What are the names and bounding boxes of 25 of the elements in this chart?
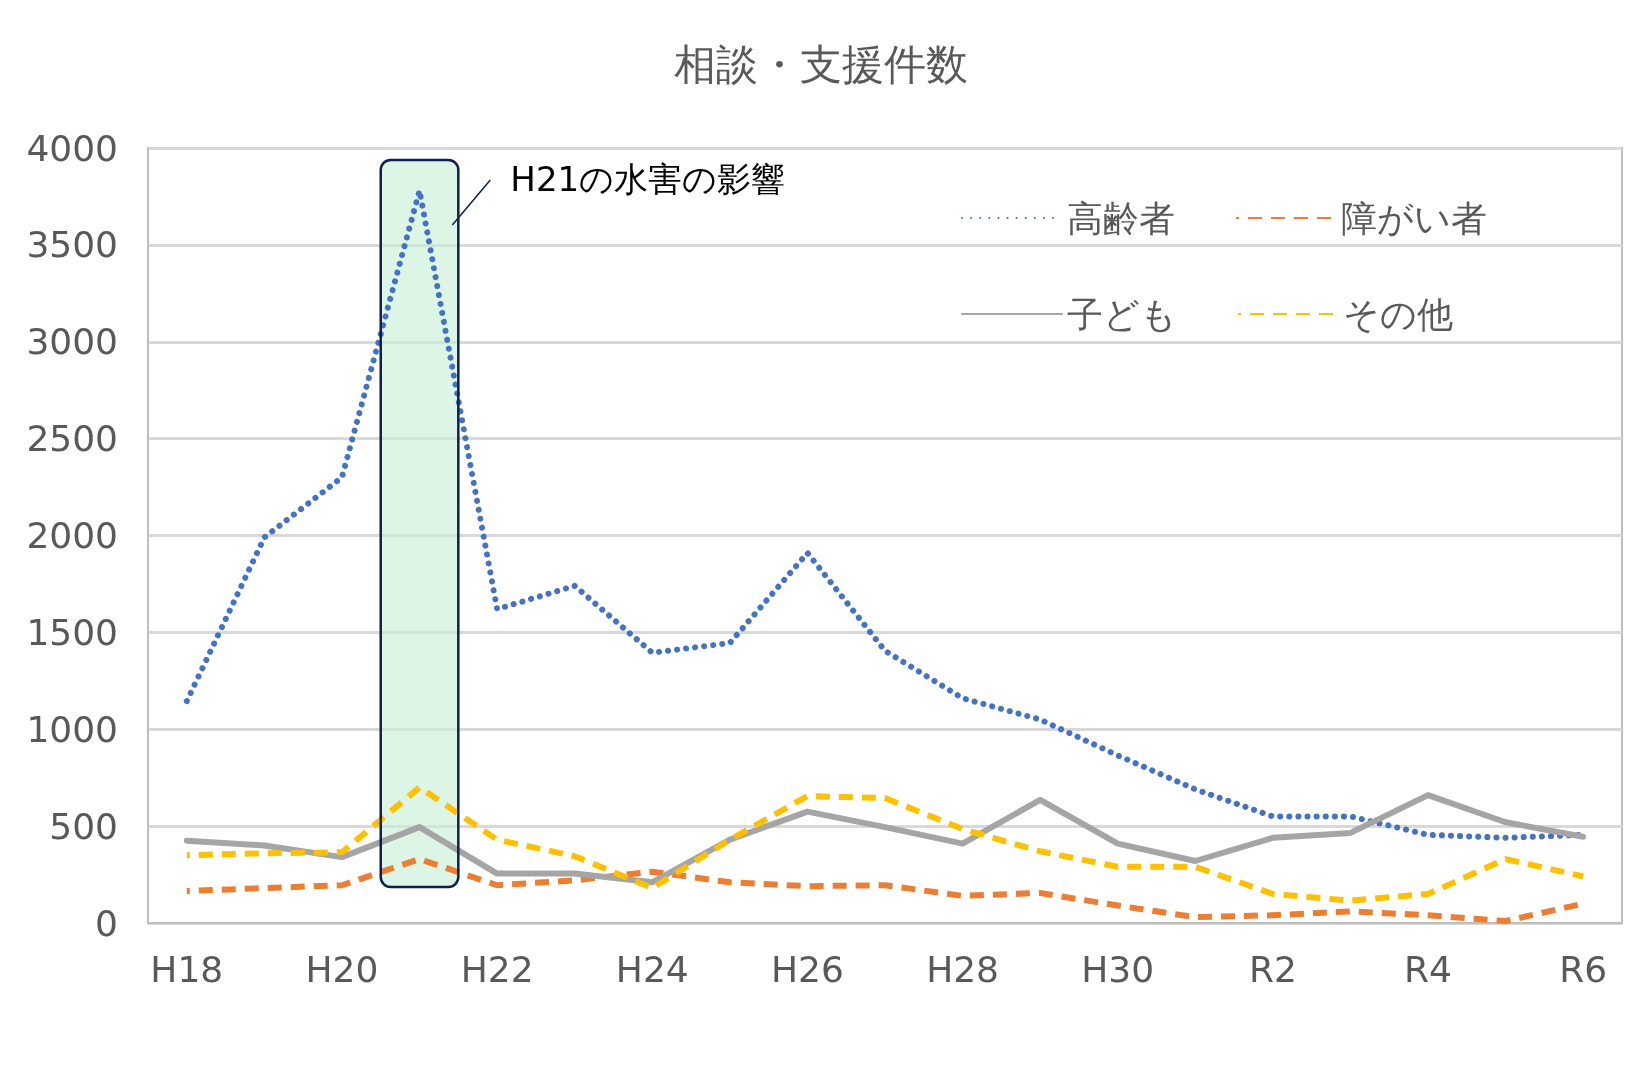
y-tick-label: 1500 (26, 611, 118, 653)
x-tick-label: H24 (615, 948, 689, 990)
x-tick-label: H30 (1081, 948, 1155, 990)
legend-label: 子ども (1067, 293, 1177, 335)
legend-label: 高齢者 (1067, 197, 1175, 239)
x-tick-label: H20 (305, 948, 379, 990)
x-tick-label: R4 (1404, 948, 1453, 990)
legend-label: その他 (1343, 293, 1453, 335)
x-tick-label: R2 (1248, 948, 1297, 990)
band-label: H21の水害の影響 (510, 159, 786, 199)
y-tick-label: 3500 (26, 224, 118, 266)
y-tick-label: 3000 (26, 321, 118, 363)
x-tick-label: R6 (1559, 948, 1608, 990)
x-tick-label: H18 (150, 948, 224, 990)
y-tick-label: 0 (95, 902, 118, 944)
y-tick-label: 500 (49, 805, 118, 847)
chart-title: 相談・支援件数 (674, 39, 968, 89)
y-tick-label: 1000 (26, 708, 118, 750)
x-tick-label: H26 (770, 948, 844, 990)
y-tick-label: 2000 (26, 515, 118, 556)
legend-label: 障がい者 (1341, 197, 1487, 239)
y-tick-label: 2500 (26, 418, 118, 460)
x-tick-label: H28 (926, 948, 1000, 990)
x-tick-label: H22 (460, 948, 534, 990)
y-tick-label: 4000 (26, 127, 118, 169)
